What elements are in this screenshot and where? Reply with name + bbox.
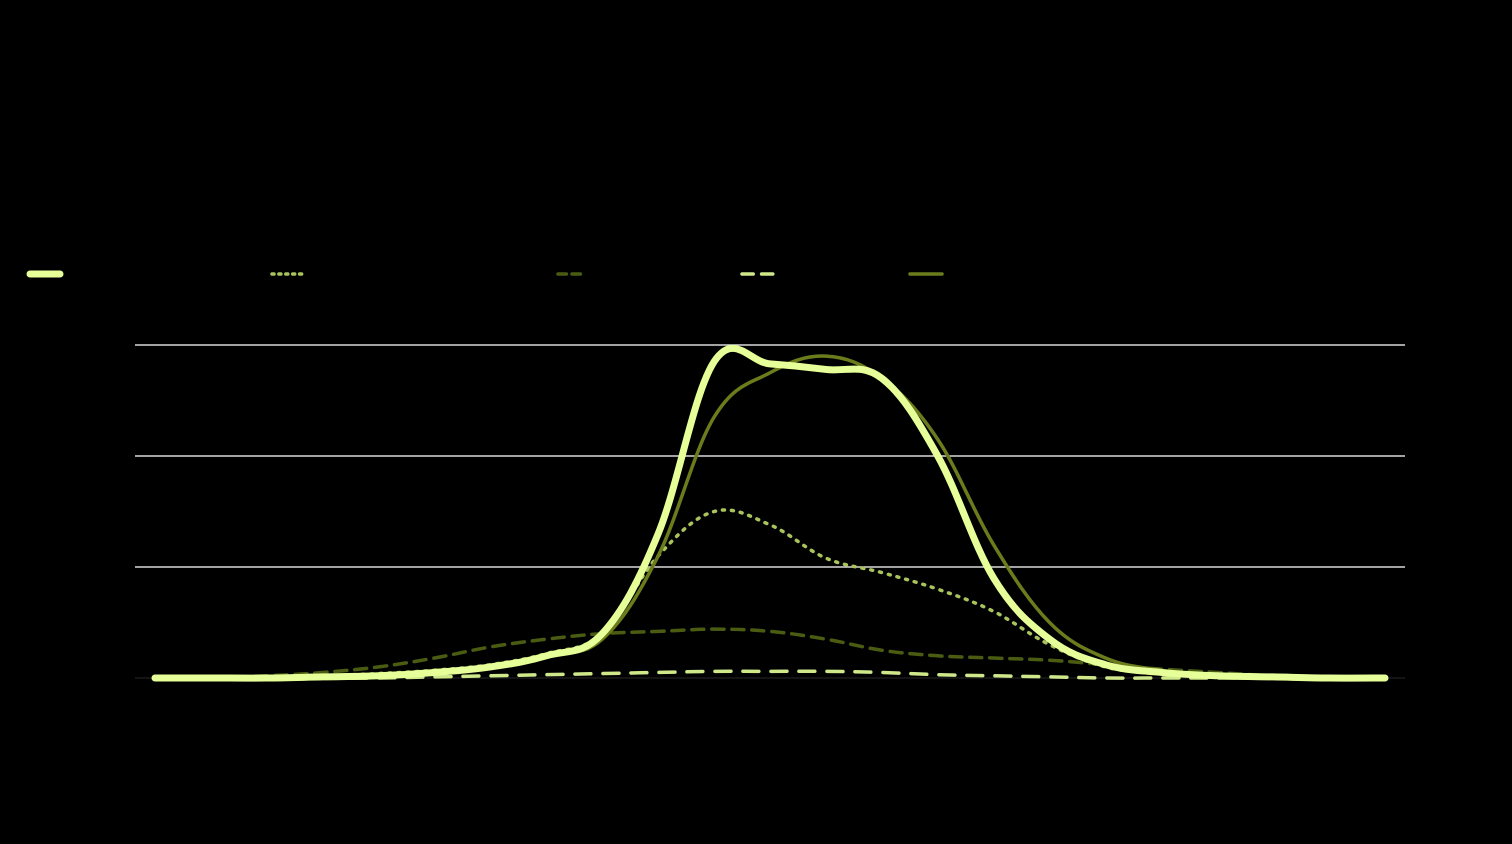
series-line-s1 [151, 344, 1389, 682]
series-line-s2 [153, 508, 1387, 680]
series-line-s5 [153, 354, 1387, 680]
gridlines [135, 344, 1405, 679]
series-lines [151, 344, 1389, 682]
series-line-s3 [153, 627, 1387, 680]
